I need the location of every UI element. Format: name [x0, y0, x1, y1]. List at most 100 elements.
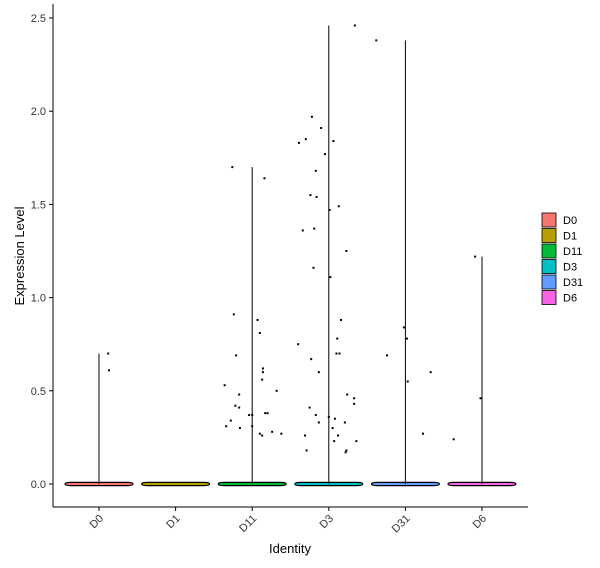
x-tick-label: D1: [164, 513, 182, 531]
data-point: [343, 421, 346, 424]
data-point: [344, 451, 347, 454]
data-point: [386, 354, 389, 357]
violin-D0: [64, 353, 134, 487]
data-point: [315, 195, 318, 198]
x-tick-label: D11: [237, 513, 259, 535]
data-point: [314, 414, 317, 417]
x-tick-label: D31: [390, 513, 413, 536]
data-point: [479, 397, 482, 400]
legend-label: D0: [563, 215, 577, 227]
x-ticks: D0 D1 D11 D3 D31 D6: [88, 507, 489, 535]
legend-label: D3: [563, 262, 577, 274]
legend-swatch: [541, 274, 557, 290]
data-point: [304, 434, 307, 437]
legend-swatch: [541, 259, 557, 274]
data-point: [323, 153, 326, 156]
y-tick-label: 2.5: [31, 13, 46, 25]
data-point: [235, 354, 238, 357]
data-point: [261, 434, 264, 437]
data-point: [332, 140, 335, 143]
y-tick-label: 0.5: [31, 386, 46, 398]
y-tick-label: 1.5: [31, 199, 46, 211]
data-point: [345, 250, 348, 252]
data-point: [338, 352, 341, 355]
violin-D11: [217, 167, 287, 487]
data-point: [340, 318, 343, 321]
violin-D31: [370, 40, 441, 487]
data-point: [333, 440, 336, 443]
data-point: [375, 39, 378, 42]
data-point: [336, 337, 339, 340]
x-tick-label: D0: [88, 513, 106, 531]
data-point: [261, 378, 264, 381]
data-point: [317, 421, 320, 424]
data-point: [474, 255, 477, 258]
data-point: [223, 384, 226, 387]
data-point: [271, 430, 274, 433]
data-point: [337, 205, 340, 208]
data-point: [304, 138, 307, 141]
data-point: [429, 371, 432, 374]
legend-label: D1: [563, 231, 577, 243]
violin-D1: [140, 481, 211, 487]
data-point: [258, 332, 261, 335]
data-point: [406, 380, 409, 383]
data-point: [313, 227, 316, 230]
violins: [64, 25, 517, 487]
violin-base: [140, 481, 211, 487]
data-point: [248, 414, 251, 417]
data-point: [238, 393, 241, 396]
data-point: [297, 343, 300, 346]
legend-swatch: [541, 290, 557, 305]
axes: [52, 4, 528, 508]
data-point: [355, 440, 358, 443]
data-point: [310, 115, 313, 118]
y-tick-label: 0.0: [31, 479, 46, 491]
y-axis-title: Expression Level: [12, 206, 27, 305]
data-point: [251, 425, 254, 428]
data-point: [232, 313, 235, 316]
data-point: [328, 208, 331, 211]
data-point: [336, 434, 339, 437]
data-point: [353, 402, 356, 405]
data-point: [305, 449, 308, 452]
violin-D6: [447, 256, 517, 487]
data-point: [314, 169, 317, 172]
data-point: [229, 419, 232, 422]
legend-label: D31: [563, 277, 583, 289]
data-point: [107, 352, 110, 355]
data-point: [329, 276, 332, 279]
data-point: [310, 358, 313, 361]
legend: D0 D1 D11 D3 D31 D6: [541, 212, 583, 305]
y-tick-label: 2.0: [31, 106, 46, 118]
data-point: [317, 371, 320, 374]
jitter-points: [107, 24, 482, 454]
data-point: [345, 449, 348, 452]
data-point: [353, 397, 356, 400]
data-point: [346, 393, 349, 396]
data-point: [264, 412, 267, 415]
y-tick-label: 1.0: [31, 293, 46, 305]
data-point: [234, 404, 237, 407]
data-point: [335, 352, 338, 355]
data-point: [263, 177, 266, 180]
violin-D3: [294, 25, 364, 487]
data-point: [261, 371, 264, 374]
legend-swatch: [541, 228, 557, 243]
data-point: [107, 369, 110, 372]
legend-swatch: [541, 212, 557, 228]
data-point: [251, 414, 254, 417]
data-point: [301, 229, 304, 232]
data-point: [402, 326, 405, 329]
data-point: [333, 417, 336, 420]
data-point: [331, 427, 334, 430]
data-point: [308, 406, 311, 409]
data-point: [422, 432, 425, 435]
data-point: [238, 406, 241, 409]
x-tick-label: D6: [471, 513, 489, 531]
data-point: [231, 166, 234, 169]
data-point: [275, 389, 278, 392]
data-point: [320, 126, 323, 129]
y-ticks: 0.0 0.5 1.0 1.5 2.0 2.5: [31, 13, 53, 491]
